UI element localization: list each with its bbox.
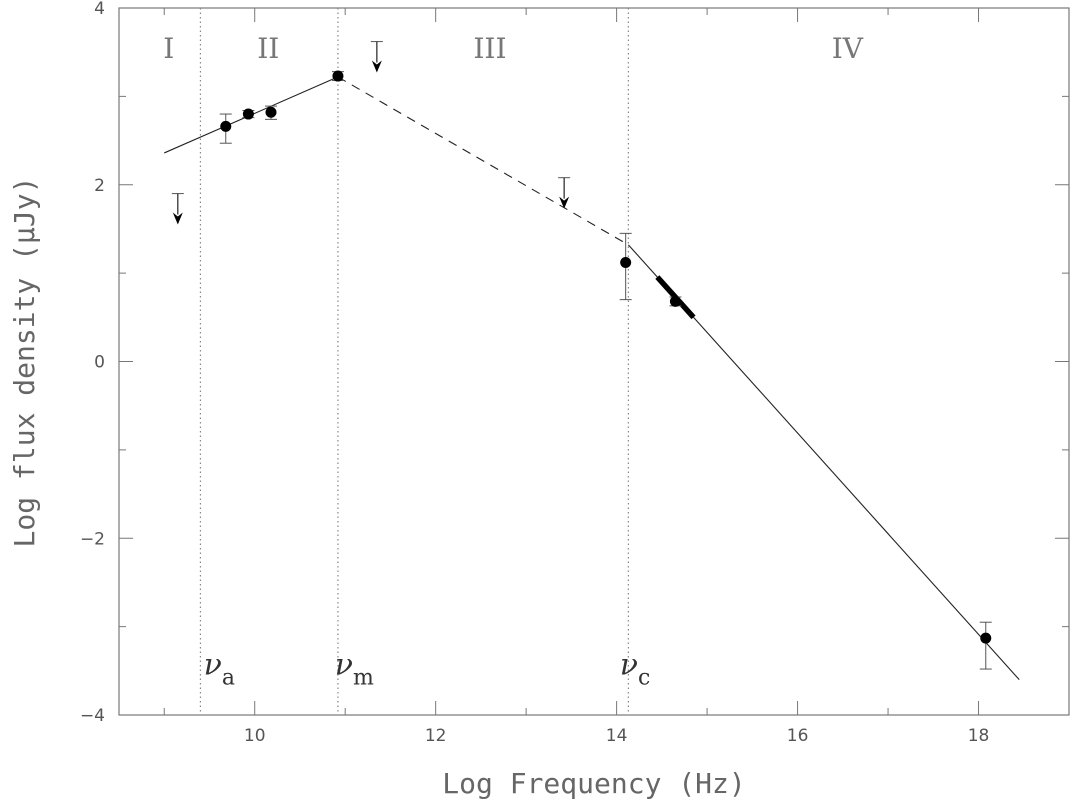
frequency-label: νa (204, 647, 235, 690)
upper-limits (171, 41, 571, 225)
x-axis-title: Log Frequency (Hz) (442, 767, 745, 800)
data-point (980, 632, 992, 644)
upper-limit-arrowhead (559, 196, 570, 209)
upper-limit-arrowhead (371, 60, 382, 73)
plot-frame (118, 7, 1070, 716)
data-point (332, 70, 344, 82)
x-tick-label: 14 (606, 726, 628, 746)
data-point (669, 295, 681, 307)
region-label: II (257, 32, 279, 65)
x-tick-label: 16 (787, 726, 809, 746)
frequency-label: νc (620, 647, 651, 690)
axis-ticks (119, 7, 1070, 716)
y-tick-label: 4 (94, 0, 105, 19)
y-tick-label: 0 (94, 353, 105, 373)
region-label: IV (832, 32, 864, 65)
frequency-labels: νa νm νc (204, 647, 651, 690)
region-label: I (163, 32, 174, 65)
y-tick-label: 2 (94, 176, 105, 196)
data-point (220, 120, 232, 132)
y-axis-title: Log flux density (μJy) (8, 177, 41, 548)
data-point (242, 108, 254, 120)
model-line-dashed (337, 76, 629, 246)
region-label: III (473, 32, 506, 65)
y-tick-label: −2 (80, 529, 105, 549)
tick-labels: 10 12 14 16 18 −4 −2 0 2 4 (80, 0, 989, 746)
frequency-label: νm (335, 647, 374, 690)
data-points (220, 70, 992, 644)
error-bars (219, 71, 992, 670)
region-labels: I II III IV (163, 32, 864, 65)
x-tick-label: 12 (425, 726, 447, 746)
x-tick-label: 10 (244, 726, 266, 746)
data-point (620, 257, 632, 269)
data-point (265, 106, 277, 118)
x-tick-label: 18 (968, 726, 990, 746)
y-tick-label: −4 (80, 706, 105, 726)
upper-limit-arrowhead (172, 212, 183, 225)
frequency-subscript: c (638, 665, 650, 690)
frequency-subscript: a (222, 665, 235, 690)
model-lines (164, 76, 1020, 681)
frequency-subscript: m (353, 665, 374, 690)
break-frequency-lines (199, 8, 629, 715)
